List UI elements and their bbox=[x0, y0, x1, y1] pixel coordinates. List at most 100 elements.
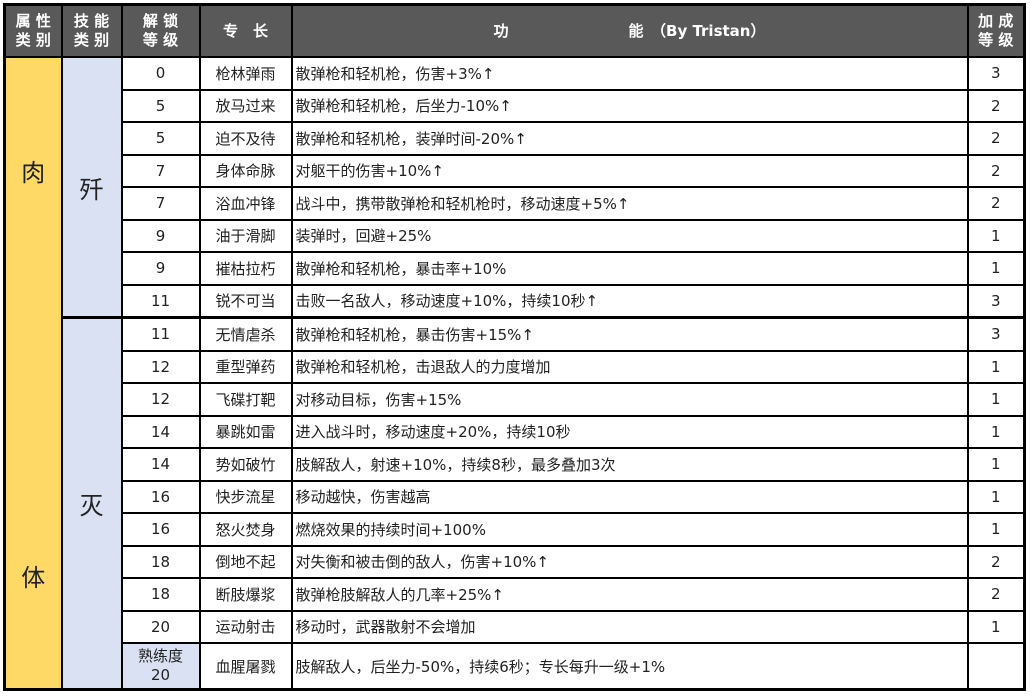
perk-effect-cell: 散弹枪和轻机枪，击退敌人的力度增加 bbox=[290, 349, 969, 384]
header-bonus-level: 加 成 等 级 bbox=[966, 3, 1026, 58]
table-row: 14 暴跳如雷 进入战斗时，移动速度+20%，持续10秒 1 bbox=[5, 414, 1026, 449]
perk-name-cell: 枪林弹雨 bbox=[198, 56, 293, 91]
perk-name-cell: 身体命脉 bbox=[198, 153, 293, 188]
table-row: 18 倒地不起 对失衡和被击倒的敌人，伤害+10%↑ 2 bbox=[5, 544, 1026, 579]
bonus-level-cell: 2 bbox=[966, 153, 1026, 188]
perk-name-cell: 锐不可当 bbox=[198, 283, 293, 319]
perk-effect-cell: 燃烧效果的持续时间+100% bbox=[290, 512, 969, 547]
table-row: 20 运动射击 移动时，武器散射不会增加 1 bbox=[5, 609, 1026, 644]
bonus-level-cell: 1 bbox=[966, 382, 1026, 417]
bonus-level-cell: 1 bbox=[966, 512, 1026, 547]
header-function: 功 能 （By Tristan） bbox=[290, 3, 969, 58]
unlock-level-cell: 9 bbox=[120, 218, 201, 253]
perk-name-cell: 无情虐杀 bbox=[198, 316, 293, 352]
bonus-level-cell: 2 bbox=[966, 88, 1026, 123]
unlock-level-cell: 16 bbox=[120, 512, 201, 547]
bonus-level-cell: 2 bbox=[966, 186, 1026, 221]
perk-name-cell: 放马过来 bbox=[198, 88, 293, 123]
bonus-level-cell: 3 bbox=[966, 283, 1026, 319]
perk-name-cell: 飞碟打靶 bbox=[198, 382, 293, 417]
table-row: 9 摧枯拉朽 散弹枪和轻机枪，暴击率+10% 1 bbox=[5, 251, 1026, 286]
perk-name-cell: 势如破竹 bbox=[198, 447, 293, 482]
table-row: 肉体歼 0 枪林弹雨 散弹枪和轻机枪，伤害+3%↑ 3 bbox=[3, 56, 1026, 691]
perk-name-cell: 重型弹药 bbox=[198, 349, 293, 384]
header-unlock-level: 解 锁 等 级 bbox=[120, 3, 201, 58]
perk-effect-cell: 对躯干的伤害+10%↑ bbox=[290, 153, 969, 188]
bonus-level-cell: 2 bbox=[966, 577, 1026, 612]
perk-name-cell: 摧枯拉朽 bbox=[198, 251, 293, 286]
unlock-level-cell: 11 bbox=[120, 316, 201, 352]
bonus-level-cell: 1 bbox=[966, 414, 1026, 449]
bonus-level-cell: 1 bbox=[966, 609, 1026, 644]
perk-name-cell: 油于滑脚 bbox=[198, 218, 293, 253]
table-row: 灭 11 无情虐杀 散弹枪和轻机枪，暴击伤害+15%↑ 3 bbox=[5, 316, 1026, 691]
perk-name-cell: 运动射击 bbox=[198, 609, 293, 644]
perk-table: 属 性 类 别 技 能 类 别 解 锁 等 级 专 长 功 能 （By Tris… bbox=[3, 3, 1026, 691]
bonus-level-cell: 2 bbox=[966, 544, 1026, 579]
perk-name-cell: 浴血冲锋 bbox=[198, 186, 293, 221]
perk-effect-cell: 移动时，武器散射不会增加 bbox=[290, 609, 969, 644]
unlock-level-cell: 0 bbox=[120, 56, 201, 91]
attribute-cell: 肉体 bbox=[3, 56, 63, 691]
unlock-level-cell: 11 bbox=[120, 283, 201, 319]
category-cell: 歼 bbox=[60, 56, 123, 319]
table-row: 12 飞碟打靶 对移动目标，伤害+15% 1 bbox=[5, 382, 1026, 417]
table-row: 16 快步流星 移动越快，伤害越高 1 bbox=[5, 479, 1026, 514]
perk-name-cell: 迫不及待 bbox=[198, 121, 293, 156]
perk-effect-cell: 散弹枪和轻机枪，暴击伤害+15%↑ bbox=[290, 316, 969, 352]
bonus-level-cell: 1 bbox=[966, 251, 1026, 286]
table-row: 熟练度 20 血腥屠戮 肢解敌人，后坐力-50%，持续6秒；专长每升一级+1% bbox=[5, 642, 1026, 691]
unlock-level-cell: 20 bbox=[120, 609, 201, 644]
bonus-level-cell: 2 bbox=[966, 121, 1026, 156]
unlock-level-cell: 9 bbox=[120, 251, 201, 286]
unlock-level-cell: 12 bbox=[120, 349, 201, 384]
unlock-level-cell: 18 bbox=[120, 577, 201, 612]
bonus-level-cell: 3 bbox=[966, 316, 1026, 352]
perk-effect-cell: 散弹枪和轻机枪，伤害+3%↑ bbox=[290, 56, 969, 91]
category-cell: 灭 bbox=[60, 316, 123, 691]
bonus-level-cell: 1 bbox=[966, 479, 1026, 514]
unlock-level-cell: 14 bbox=[120, 447, 201, 482]
bonus-level-cell: 1 bbox=[966, 447, 1026, 482]
perk-effect-cell: 散弹枪和轻机枪，装弹时间-20%↑ bbox=[290, 121, 969, 156]
perk-name-cell: 断肢爆浆 bbox=[198, 577, 293, 612]
perk-effect-cell: 对失衡和被击倒的敌人，伤害+10%↑ bbox=[290, 544, 969, 579]
table-row: 9 油于滑脚 装弹时，回避+25% 1 bbox=[5, 218, 1026, 253]
table-row: 5 迫不及待 散弹枪和轻机枪，装弹时间-20%↑ 2 bbox=[5, 121, 1026, 156]
table-row: 14 势如破竹 肢解敌人，射速+10%，持续8秒，最多叠加3次 1 bbox=[5, 447, 1026, 482]
perk-effect-cell: 散弹枪和轻机枪，暴击率+10% bbox=[290, 251, 969, 286]
perk-name-cell: 倒地不起 bbox=[198, 544, 293, 579]
perk-effect-cell: 击败一名敌人，移动速度+10%，持续10秒↑ bbox=[290, 283, 969, 319]
table-row: 18 断肢爆浆 散弹枪肢解敌人的几率+25%↑ 2 bbox=[5, 577, 1026, 612]
header-skill-category: 技 能 类 别 bbox=[60, 3, 123, 58]
header-perk: 专 长 bbox=[198, 3, 293, 58]
bonus-level-cell: 1 bbox=[966, 349, 1026, 384]
table-row: 12 重型弹药 散弹枪和轻机枪，击退敌人的力度增加 1 bbox=[5, 349, 1026, 384]
unlock-level-cell: 18 bbox=[120, 544, 201, 579]
perk-name-cell: 暴跳如雷 bbox=[198, 414, 293, 449]
table-row: 5 放马过来 散弹枪和轻机枪，后坐力-10%↑ 2 bbox=[5, 88, 1026, 123]
perk-effect-cell: 肢解敌人，射速+10%，持续8秒，最多叠加3次 bbox=[290, 447, 969, 482]
perk-effect-cell: 散弹枪肢解敌人的几率+25%↑ bbox=[290, 577, 969, 612]
attribute-label-top: 肉 bbox=[21, 159, 46, 187]
bonus-level-cell bbox=[966, 642, 1026, 691]
unlock-level-cell: 5 bbox=[120, 88, 201, 123]
perk-name-cell: 血腥屠戮 bbox=[198, 642, 293, 691]
unlock-level-cell: 7 bbox=[120, 153, 201, 188]
unlock-level-cell: 12 bbox=[120, 382, 201, 417]
perk-effect-cell: 散弹枪和轻机枪，后坐力-10%↑ bbox=[290, 88, 969, 123]
header-row: 属 性 类 别 技 能 类 别 解 锁 等 级 专 长 功 能 （By Tris… bbox=[3, 3, 1026, 58]
table-row: 7 身体命脉 对躯干的伤害+10%↑ 2 bbox=[5, 153, 1026, 188]
table-row: 11 锐不可当 击败一名敌人，移动速度+10%，持续10秒↑ 3 bbox=[5, 283, 1026, 319]
unlock-level-cell: 熟练度 20 bbox=[120, 642, 201, 691]
perk-effect-cell: 对移动目标，伤害+15% bbox=[290, 382, 969, 417]
table-row: 16 怒火焚身 燃烧效果的持续时间+100% 1 bbox=[5, 512, 1026, 547]
perk-name-cell: 快步流星 bbox=[198, 479, 293, 514]
perk-effect-cell: 战斗中，携带散弹枪和轻机枪时，移动速度+5%↑ bbox=[290, 186, 969, 221]
table-row: 7 浴血冲锋 战斗中，携带散弹枪和轻机枪时，移动速度+5%↑ 2 bbox=[5, 186, 1026, 221]
perk-name-cell: 怒火焚身 bbox=[198, 512, 293, 547]
bonus-level-cell: 1 bbox=[966, 218, 1026, 253]
unlock-level-cell: 14 bbox=[120, 414, 201, 449]
header-attr-category: 属 性 类 别 bbox=[3, 3, 63, 58]
perk-effect-cell: 移动越快，伤害越高 bbox=[290, 479, 969, 514]
